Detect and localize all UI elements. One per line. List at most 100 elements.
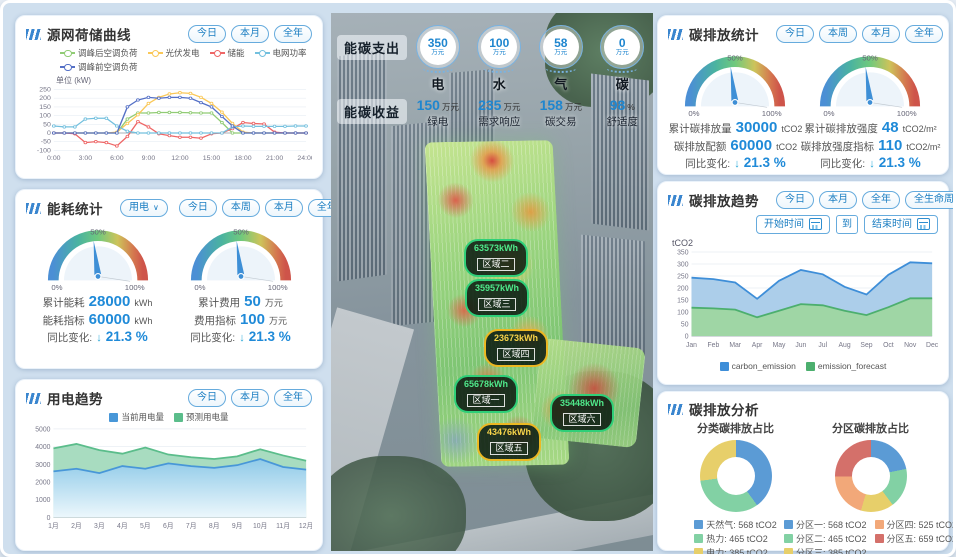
filter-button-1[interactable]: 今日 xyxy=(776,191,814,209)
donut-title: 分区碳排放占比 xyxy=(832,423,909,435)
svg-text:50%: 50% xyxy=(90,228,106,237)
expense-ring[interactable]: 58 万元 xyxy=(538,25,583,73)
stat-row: 碳排放强度指标 110 tCO2/m² xyxy=(801,137,941,154)
legend-item[interactable]: 储能 xyxy=(209,47,245,59)
down-arrow-icon: ↓ xyxy=(96,332,102,344)
legend-item[interactable]: 调峰后空调负荷 xyxy=(60,47,138,59)
start-time-input[interactable]: 开始时间 xyxy=(756,214,830,234)
legend-item[interactable]: 电网功率 xyxy=(254,47,307,59)
legend-item[interactable]: 预测用电量 xyxy=(174,411,229,423)
svg-text:18:00: 18:00 xyxy=(234,155,252,162)
filter-button-1[interactable]: 今日 xyxy=(776,25,814,43)
filter-button-3[interactable]: 本月 xyxy=(264,199,303,217)
end-time-input[interactable]: 结束时间 xyxy=(864,214,938,234)
zone-marker-区域二[interactable]: 63573kWh 区域二 xyxy=(464,239,528,277)
svg-text:Mar: Mar xyxy=(729,342,741,349)
filter-button-4[interactable]: 全生命周期 xyxy=(905,191,953,209)
yoy-row: 同比变化: ↓ 21.3 % xyxy=(807,155,934,171)
svg-text:150: 150 xyxy=(39,104,51,111)
zone-marker-区域六[interactable]: 35448kWh 区域六 xyxy=(550,394,614,432)
donut-legend: 天然气: 568 tCO2 热力: 465 tCO2 电力: 385 tCO2 xyxy=(694,518,777,554)
income-value: 150 xyxy=(416,97,440,113)
panel-energy-stats: 能耗统计 用电 ∨ 今日 本周 本月 全年 0% 50% 100% 累计能耗 28000 kWh 能… xyxy=(15,189,346,369)
donut-legend-item[interactable]: 分区三: 385 tCO2 xyxy=(783,546,867,554)
filter-button-2[interactable]: 本月 xyxy=(231,389,269,407)
filter-button-3[interactable]: 全年 xyxy=(862,191,900,209)
svg-text:0:00: 0:00 xyxy=(47,155,61,162)
zone-marker-区域四[interactable]: 23673kWh 区域四 xyxy=(484,329,548,367)
filter-button-2[interactable]: 本周 xyxy=(819,25,857,43)
filter-button-3[interactable]: 全年 xyxy=(274,389,312,407)
stat-row: 累计费用 50 万元 xyxy=(173,293,307,310)
expense-item-电: 350 万元电 xyxy=(407,25,469,93)
stat-value: 30000 xyxy=(735,119,778,136)
svg-text:2000: 2000 xyxy=(35,479,50,486)
zone-energy-value: 35957kWh xyxy=(474,283,520,293)
filter-button-3[interactable]: 全年 xyxy=(274,25,312,43)
svg-text:Jan: Jan xyxy=(686,342,697,349)
stat-unit: tCO2/m² xyxy=(902,124,937,134)
stat-row: 累计碳排放量 30000 tCO2 xyxy=(669,119,803,136)
zone-marker-区域三[interactable]: 35957kWh 区域三 xyxy=(465,279,529,317)
y-axis-label: tCO2 xyxy=(672,238,694,248)
filter-button-2[interactable]: 本月 xyxy=(819,191,857,209)
donut-legend-item[interactable]: 电力: 385 tCO2 xyxy=(694,546,777,554)
filter-button-1[interactable]: 今日 xyxy=(178,199,217,217)
svg-text:Aug: Aug xyxy=(838,342,850,349)
expense-ring[interactable]: 0 万元 xyxy=(600,25,645,73)
filter-button-4[interactable]: 全年 xyxy=(905,25,943,43)
donut-chart xyxy=(834,440,907,512)
legend-text: 天然气: 568 tCO2 xyxy=(706,520,777,530)
income-item-碳交易: 158 万元 碳交易 xyxy=(530,97,592,129)
donut-legend-item[interactable]: 热力: 465 tCO2 xyxy=(694,532,777,545)
svg-text:0%: 0% xyxy=(51,283,62,292)
legend-item[interactable]: 光伏发电 xyxy=(147,47,200,59)
expense-unit: 万元 xyxy=(615,49,629,56)
yoy-value: 21.3 % xyxy=(743,155,786,170)
panel-title-icon xyxy=(26,202,41,214)
expense-name: 气 xyxy=(554,77,568,92)
svg-text:6月: 6月 xyxy=(163,522,174,530)
energy-type-dropdown[interactable]: 用电 ∨ xyxy=(120,199,168,217)
panel-title: 用电趋势 xyxy=(47,392,103,407)
expense-value: 100 xyxy=(489,36,510,50)
energy-expense-row: 能碳支出 350 万元电 100 万元水 58 万元气 0 万元碳 xyxy=(331,25,653,93)
panel-title-icon xyxy=(26,392,41,404)
svg-text:1月: 1月 xyxy=(48,522,59,530)
stat-value: 28000 xyxy=(88,293,131,310)
panel-title: 能耗统计 xyxy=(47,202,103,217)
donut-legend-item[interactable]: 分区五: 659 tCO2 xyxy=(874,532,953,545)
stat-unit: tCO2 xyxy=(776,142,798,152)
legend-item[interactable]: 当前用电量 xyxy=(109,411,164,423)
area-chart: 0 50 100 150 200 250 300 350 Jan Feb Mar Apr May Jun J… xyxy=(677,249,938,349)
expense-ring[interactable]: 350 万元 xyxy=(415,25,460,73)
svg-text:0%: 0% xyxy=(824,109,835,118)
stat-row: 累计碳排放强度 48 tCO2/m² xyxy=(804,119,937,136)
filter-button-2[interactable]: 本月 xyxy=(231,25,269,43)
filter-button-1[interactable]: 今日 xyxy=(188,25,226,43)
expense-item-气: 58 万元气 xyxy=(530,25,592,93)
legend-item[interactable]: carbon_emission xyxy=(719,361,796,371)
legend-item[interactable]: 调峰前空调负荷 xyxy=(60,61,138,73)
svg-text:250: 250 xyxy=(677,273,689,280)
donut-legend-item[interactable]: 分区四: 525 tCO2 xyxy=(874,518,953,531)
expense-ring[interactable]: 100 万元 xyxy=(477,25,522,73)
filter-button-1[interactable]: 今日 xyxy=(188,389,226,407)
income-name: 舒适度 xyxy=(606,116,639,128)
panel-carbon-emission-trend: 碳排放趋势 今日本月全年全生命周期 开始时间 到 结束时间 tCO2 0 50 10… xyxy=(657,181,953,385)
zone-marker-区域一[interactable]: 65678kWh 区域一 xyxy=(454,375,518,413)
zone-name: 区域四 xyxy=(497,348,535,361)
svg-text:4月: 4月 xyxy=(117,522,128,530)
zone-marker-区域五[interactable]: 43476kWh 区域五 xyxy=(477,423,541,461)
zone-energy-value: 43476kWh xyxy=(486,427,532,437)
donut-legend-item[interactable]: 天然气: 568 tCO2 xyxy=(694,518,777,531)
legend-swatch xyxy=(783,520,793,529)
filter-button-2[interactable]: 本周 xyxy=(221,199,260,217)
gauge-block: 0% 50% 100% 累计碳排放量 30000 tCO2 碳排放配额 60000 tCO2 同比… xyxy=(669,48,803,171)
yoy-label: 同比变化: xyxy=(190,332,236,344)
donut-legend-item[interactable]: 分区二: 465 tCO2 xyxy=(783,532,867,545)
donut-legend-item[interactable]: 分区一: 568 tCO2 xyxy=(783,518,867,531)
legend-item[interactable]: emission_forecast xyxy=(805,361,886,371)
gauge-chart: 0% 50% 100% xyxy=(820,54,921,118)
filter-button-3[interactable]: 本月 xyxy=(862,25,900,43)
